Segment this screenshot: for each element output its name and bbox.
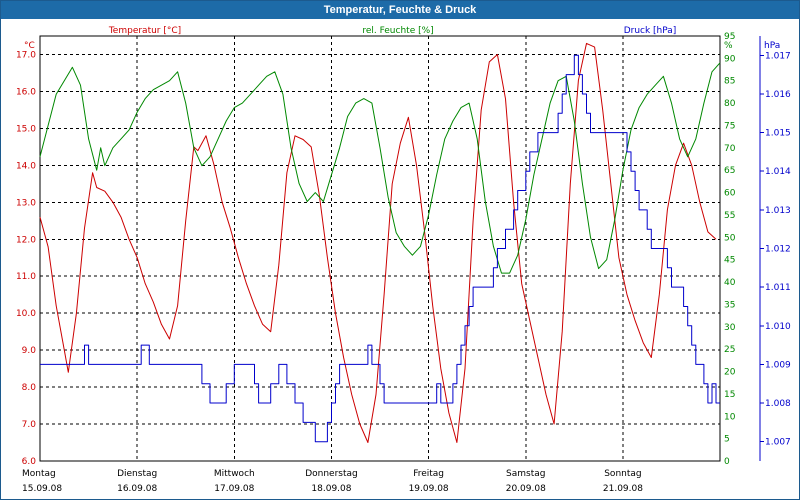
- day-label: Freitag: [413, 469, 444, 479]
- pressure-tick-label: 1.007: [765, 438, 791, 448]
- humidity-tick-label: 90: [724, 54, 736, 64]
- temperature-tick-label: 8.0: [22, 383, 37, 393]
- temperature-tick-label: 12.0: [16, 235, 36, 245]
- pressure-tick-label: 1.012: [765, 245, 791, 255]
- pressure-axis-title: Druck [hPa]: [624, 26, 677, 36]
- date-label: 15.09.08: [22, 484, 62, 494]
- temperature-axis: °C 6.0 7.0 8.0 9.0 10.0 11.0 12.0 13.0 14.0 15.0 16…: [16, 41, 36, 467]
- humidity-tick-label: 80: [724, 99, 736, 109]
- pressure-unit: hPa: [764, 41, 780, 51]
- humidity-tick-label: 95: [724, 32, 735, 42]
- humidity-tick-label: 70: [724, 144, 736, 154]
- pressure-tick-label: 1.008: [765, 399, 791, 409]
- window-title: Temperatur, Feuchte & Druck: [323, 4, 477, 16]
- series-line-humidity: [39, 62, 721, 274]
- date-label: 18.09.08: [311, 484, 351, 494]
- pressure-tick-label: 1.013: [765, 206, 791, 216]
- series-line-pressure: [40, 54, 720, 443]
- humidity-tick-label: 10: [724, 412, 736, 422]
- date-label: 21.09.08: [603, 484, 643, 494]
- temperature-tick-label: 11.0: [16, 272, 36, 282]
- date-label: 17.09.08: [214, 484, 254, 494]
- temperature-tick-label: 10.0: [16, 309, 36, 319]
- pressure-tick-label: 1.011: [765, 283, 791, 293]
- day-label: Montag: [22, 469, 56, 479]
- plot-area: [39, 35, 721, 462]
- humidity-tick-label: 50: [724, 233, 736, 243]
- day-label: Sonntag: [604, 469, 641, 479]
- humidity-tick-label: 30: [724, 323, 736, 333]
- pressure-tick-label: 1.010: [765, 322, 791, 332]
- humidity-tick-label: 15: [724, 390, 735, 400]
- humidity-tick-label: 85: [724, 77, 735, 87]
- humidity-tick-label: 65: [724, 166, 735, 176]
- humidity-tick-label: 75: [724, 121, 735, 131]
- day-label: Samstag: [506, 469, 545, 479]
- temperature-tick-label: 13.0: [16, 198, 36, 208]
- humidity-unit: %: [724, 41, 733, 51]
- humidity-axis-title: rel. Feuchte [%]: [362, 26, 433, 36]
- day-label: Dienstag: [117, 469, 157, 479]
- humidity-tick-label: 45: [724, 256, 735, 266]
- humidity-axis: % 0 5 10 15 20 25 30 35 40 45 50 55 60 65 70 75 80 85 90 95: [724, 32, 736, 467]
- temperature-axis-title: Temperatur [°C]: [108, 26, 181, 36]
- date-label: 16.09.08: [117, 484, 157, 494]
- humidity-tick-label: 0: [724, 457, 730, 467]
- humidity-tick-label: 20: [724, 368, 736, 378]
- temperature-unit: °C: [24, 41, 35, 51]
- temperature-tick-label: 14.0: [16, 161, 36, 171]
- day-label: Mittwoch: [214, 469, 255, 479]
- humidity-tick-label: 40: [724, 278, 736, 288]
- humidity-tick-label: 55: [724, 211, 735, 221]
- date-label: 20.09.08: [506, 484, 546, 494]
- temperature-tick-label: 17.0: [16, 50, 36, 60]
- series-lines: [39, 42, 721, 443]
- humidity-tick-label: 60: [724, 189, 736, 199]
- date-label: 19.09.08: [409, 484, 449, 494]
- temperature-tick-label: 6.0: [22, 457, 37, 467]
- temperature-tick-label: 7.0: [22, 420, 37, 430]
- temperature-tick-label: 16.0: [16, 87, 36, 97]
- humidity-tick-label: 25: [724, 345, 735, 355]
- pressure-tick-label: 1.014: [765, 167, 791, 177]
- pressure-tick-label: 1.016: [765, 90, 791, 100]
- series-line-temperature: [39, 42, 717, 443]
- humidity-tick-label: 35: [724, 300, 735, 310]
- axis-titles: Temperatur [°C] rel. Feuchte [%] Druck [hP…: [108, 26, 676, 36]
- pressure-tick-label: 1.015: [765, 129, 791, 139]
- pressure-axis: hPa 1.007 1.008 1.009 1.010 1.011 1.012 1.013 1.…: [759, 36, 791, 461]
- day-label: Donnerstag: [305, 469, 358, 479]
- grid-lines: [40, 36, 720, 462]
- pressure-tick-label: 1.017: [765, 51, 791, 61]
- humidity-tick-label: 5: [724, 435, 730, 445]
- temperature-tick-label: 15.0: [16, 124, 36, 134]
- temperature-tick-label: 9.0: [22, 346, 37, 356]
- pressure-tick-label: 1.009: [765, 360, 791, 370]
- title-bar: Temperatur, Feuchte & Druck: [1, 1, 799, 19]
- day-axis: Montag 15.09.08 Dienstag 16.09.08 Mittwoch 17…: [22, 469, 643, 494]
